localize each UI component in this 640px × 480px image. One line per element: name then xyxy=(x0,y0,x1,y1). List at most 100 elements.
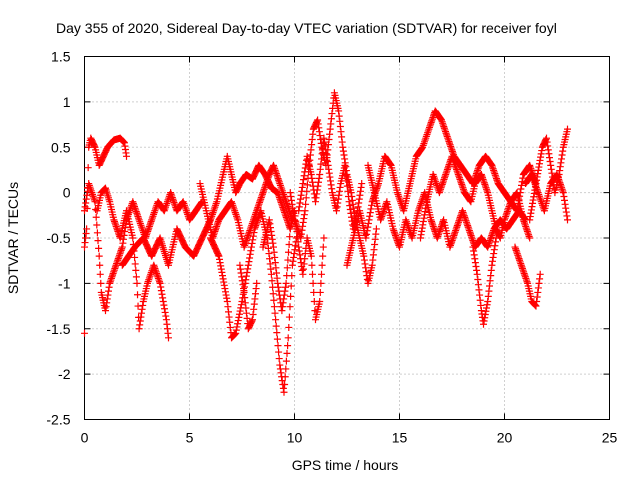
data-point xyxy=(367,205,375,213)
grid-lines xyxy=(84,56,610,420)
data-point xyxy=(310,288,318,296)
data-point xyxy=(558,151,566,159)
data-point xyxy=(275,355,283,363)
data-point xyxy=(242,272,250,280)
x-tick-label: 5 xyxy=(186,430,194,446)
data-point xyxy=(302,200,310,208)
data-point xyxy=(131,260,139,268)
data-point xyxy=(96,261,104,269)
data-point xyxy=(267,270,275,278)
data-point xyxy=(287,292,295,300)
data-point xyxy=(273,335,281,343)
data-point xyxy=(286,233,294,241)
data-point xyxy=(156,279,164,287)
data-point xyxy=(161,308,169,316)
data-point xyxy=(533,298,541,306)
data-point xyxy=(238,298,246,306)
data-point xyxy=(275,348,283,356)
data-point xyxy=(272,322,280,330)
y-tick-label: 0 xyxy=(63,185,71,201)
data-point xyxy=(245,258,253,266)
data-point xyxy=(232,329,240,337)
data-point xyxy=(281,380,289,388)
data-point xyxy=(372,225,380,233)
data-point xyxy=(270,296,278,304)
data-point xyxy=(134,302,142,310)
data-point xyxy=(235,313,243,321)
data-point xyxy=(83,225,91,233)
data-point xyxy=(318,270,325,278)
y-tick-label: 1.5 xyxy=(51,49,71,65)
data-point xyxy=(91,198,99,206)
data-point xyxy=(84,164,92,172)
data-point xyxy=(132,266,140,274)
data-point xyxy=(303,181,311,189)
x-tick-label: 10 xyxy=(287,430,303,446)
y-tick-label: -0.5 xyxy=(46,230,70,246)
data-point xyxy=(318,261,326,269)
data-point xyxy=(319,252,327,260)
data-point xyxy=(123,152,130,160)
data-point xyxy=(492,234,500,242)
data-point xyxy=(358,180,366,188)
data-point xyxy=(309,279,317,287)
data-point xyxy=(81,329,88,337)
data-point xyxy=(526,234,534,242)
data-point xyxy=(283,264,291,272)
data-points xyxy=(81,89,571,396)
data-point xyxy=(157,287,165,295)
y-tick-label: 1 xyxy=(63,94,71,110)
data-point xyxy=(93,229,101,237)
y-tick-label: -1 xyxy=(58,275,71,291)
data-point xyxy=(133,279,141,287)
data-point xyxy=(283,349,291,357)
data-point xyxy=(132,273,140,281)
data-point xyxy=(362,234,370,242)
data-point xyxy=(95,252,103,260)
data-point xyxy=(366,209,374,217)
data-point xyxy=(283,272,291,280)
y-tick-label: 0.5 xyxy=(51,139,71,155)
data-point xyxy=(243,268,251,276)
data-point xyxy=(248,239,256,247)
data-point xyxy=(233,323,241,331)
chart-title: Day 355 of 2020, Sidereal Day-to-day VTE… xyxy=(56,20,557,36)
data-point xyxy=(165,334,172,342)
data-point xyxy=(244,261,252,269)
data-point xyxy=(250,229,258,237)
data-point xyxy=(249,236,257,244)
data-point xyxy=(307,252,315,260)
data-point xyxy=(158,290,166,298)
data-point xyxy=(561,200,569,208)
data-point xyxy=(286,303,294,311)
data-point xyxy=(234,320,242,328)
data-point xyxy=(285,313,293,321)
data-point xyxy=(282,357,290,365)
data-point xyxy=(280,388,288,396)
data-point xyxy=(246,254,254,262)
y-tick-label: -2 xyxy=(58,366,71,382)
data-point xyxy=(94,237,102,245)
data-point xyxy=(518,181,526,189)
data-point xyxy=(272,316,280,324)
data-point xyxy=(103,299,111,307)
data-point xyxy=(564,125,571,133)
data-point xyxy=(253,279,261,287)
data-point xyxy=(534,288,542,296)
data-point xyxy=(134,291,142,299)
data-point xyxy=(244,265,252,273)
data-point xyxy=(320,234,328,242)
data-point xyxy=(157,283,165,291)
y-tick-label: -1.5 xyxy=(46,321,70,337)
data-point xyxy=(364,223,372,231)
data-point xyxy=(274,342,282,350)
data-point xyxy=(285,248,292,256)
data-point xyxy=(282,279,290,287)
data-point xyxy=(309,270,316,278)
data-point xyxy=(246,250,254,258)
data-point xyxy=(247,247,255,255)
data-point xyxy=(366,212,374,220)
data-point xyxy=(364,219,372,227)
y-tick-label: -2.5 xyxy=(46,412,70,428)
data-point xyxy=(268,277,276,285)
